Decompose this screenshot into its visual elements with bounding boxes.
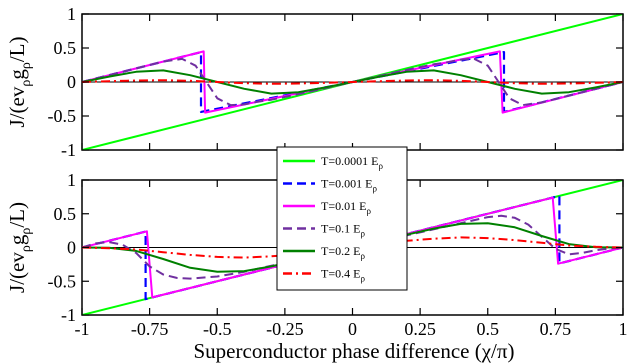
x-tick-label: 1: [619, 319, 627, 339]
x-tick-label: -0.25: [266, 319, 304, 339]
x-tick-label: 0: [348, 319, 357, 339]
legend-box: [276, 146, 408, 291]
legend-label-2: T=0.01 Eρ: [321, 199, 371, 216]
legend-label-3: T=0.1 Eρ: [321, 222, 365, 239]
series-line-5: [82, 79, 623, 85]
legend-label-5: T=0.4 Eρ: [321, 267, 365, 284]
y-axis-label: J/(evρgρ/L): [5, 202, 34, 293]
series-group: [82, 14, 623, 150]
x-tick-label: -0.75: [131, 319, 169, 339]
x-tick-label: 0.25: [404, 319, 436, 339]
y-tick-label: -0.5: [48, 106, 77, 126]
y-tick-label: 1: [67, 170, 76, 190]
legend-label-1: T=0.001 Eρ: [321, 177, 377, 194]
legend-label-4: T=0.2 Eρ: [321, 244, 365, 261]
y-tick-label: -1: [61, 305, 76, 325]
y-axis-label: J/(evρgρ/L): [5, 37, 34, 128]
x-tick-label: -1: [75, 319, 90, 339]
y-tick-label: -1: [61, 140, 76, 160]
legend-label-0: T=0.0001 Eρ: [321, 154, 383, 171]
x-tick-label: 0.75: [540, 319, 572, 339]
legend: T=0.0001 Eρ T=0.001 Eρ T=0.01 Eρ T=0.1 Eρ T=…: [276, 146, 408, 291]
y-tick-label: 0.5: [54, 38, 77, 58]
y-tick-label: 1: [67, 4, 76, 24]
y-tick-label: 0: [67, 72, 76, 92]
top-panel: -1 -0.5 0 0.5 1 J/(evρgρ/L): [5, 4, 624, 160]
y-tick-label: 0.5: [54, 204, 77, 224]
y-tick-label: 0: [67, 238, 76, 258]
x-tick-label: 0.5: [477, 319, 500, 339]
x-axis-label: Superconductor phase difference (χ/π): [194, 339, 515, 363]
y-tick-label: -0.5: [48, 271, 77, 291]
x-tick-label: -0.5: [203, 319, 232, 339]
